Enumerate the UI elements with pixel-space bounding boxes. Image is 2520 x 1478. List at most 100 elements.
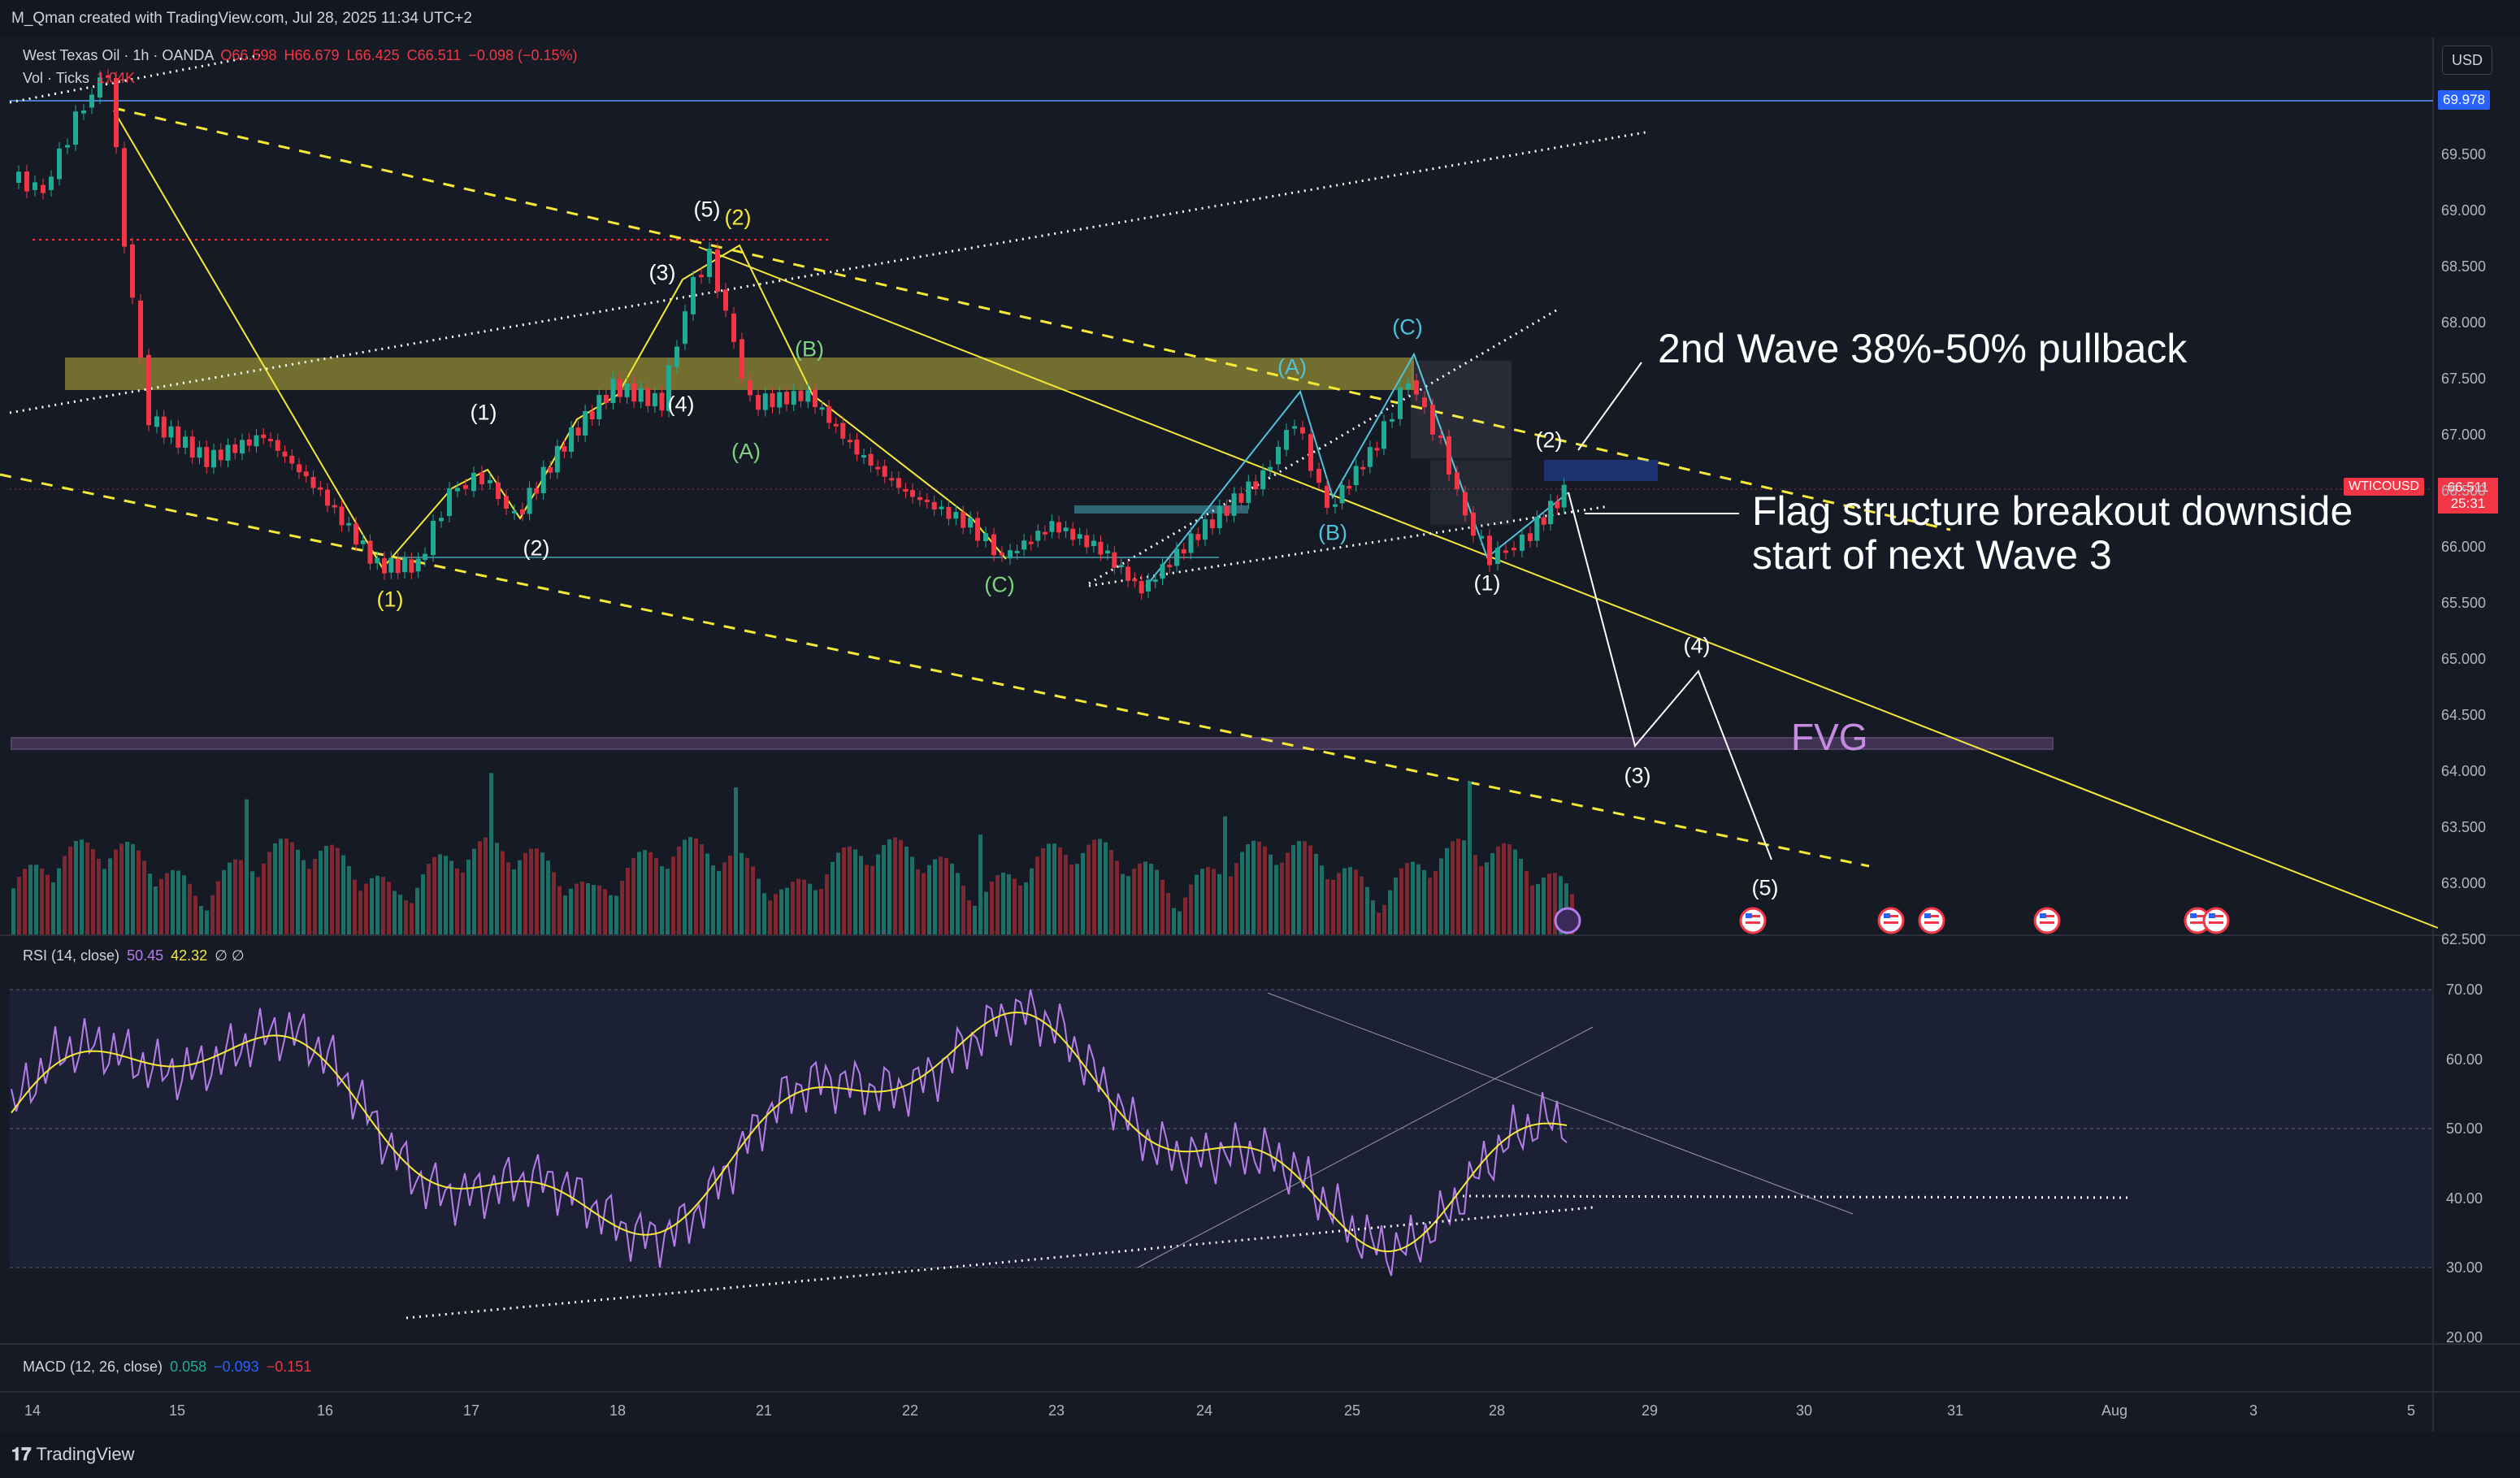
rsi-axis-label: 30.00 xyxy=(2446,1259,2483,1276)
volume-legend: Vol · Ticks 1.04K xyxy=(23,70,135,87)
annotation-fvg: FVG xyxy=(1791,716,1868,758)
macd-value-2: −0.093 xyxy=(214,1359,259,1375)
time-axis-label: 31 xyxy=(1947,1402,1964,1419)
us-flag-icon[interactable] xyxy=(1739,907,1767,934)
high-value: H66.679 xyxy=(284,47,340,63)
time-axis-label: 25 xyxy=(1344,1402,1361,1419)
time-axis-label: 22 xyxy=(902,1402,919,1419)
wave-label: (C) xyxy=(984,572,1015,597)
price-axis-label: 63.500 xyxy=(2441,819,2487,835)
wave-label: (1) xyxy=(1473,570,1501,596)
macd-value-3: −0.151 xyxy=(266,1359,312,1375)
time-axis-label: 15 xyxy=(169,1402,186,1419)
rsi-axis-label: 50.00 xyxy=(2446,1120,2483,1137)
wave-label: (3) xyxy=(1624,763,1651,788)
macd-label: MACD (12, 26, close) xyxy=(23,1359,163,1375)
price-axis-label: 66.500 xyxy=(2441,483,2487,499)
us-flag-icon[interactable] xyxy=(1918,907,1945,934)
volume-label: Vol · Ticks xyxy=(23,70,90,86)
fvg-zone xyxy=(11,737,2054,750)
rsi-indicator xyxy=(11,989,1568,1276)
us-flag-icon[interactable] xyxy=(2033,907,2061,934)
us-flag-icon[interactable] xyxy=(2202,907,2230,934)
rsi-axis-label: 70.00 xyxy=(2446,982,2483,998)
price-axis-label: 68.000 xyxy=(2441,314,2487,331)
time-axis-label: 28 xyxy=(1489,1402,1506,1419)
time-axis-label: 18 xyxy=(609,1402,627,1419)
wave-label: (2) xyxy=(523,535,550,561)
rsi-label: RSI (14, close) xyxy=(23,947,120,964)
rsi-axis-label: 40.00 xyxy=(2446,1190,2483,1207)
price-tag-top: 69.978 xyxy=(2438,90,2490,110)
price-axis-label: 64.000 xyxy=(2441,763,2487,779)
last-price-tag: 66.511 25:31 xyxy=(2438,478,2498,514)
lightning-icon[interactable] xyxy=(1554,907,1581,934)
macd-legend: MACD (12, 26, close) 0.058 −0.093 −0.151 xyxy=(23,1359,311,1376)
price-axis-label: 65.500 xyxy=(2441,595,2487,611)
symbol-title: West Texas Oil · 1h · OANDA xyxy=(23,47,214,63)
wave-label: (A) xyxy=(1277,354,1307,379)
price-axis-label: 67.000 xyxy=(2441,427,2487,443)
price-axis-label: 64.500 xyxy=(2441,707,2487,723)
tv-icon: 𝟏𝟕 xyxy=(11,1444,32,1464)
price-axis-label: 67.500 xyxy=(2441,371,2487,387)
volume-bars xyxy=(11,773,1574,934)
time-axis-label: 3 xyxy=(2249,1402,2258,1419)
open-value: O66.598 xyxy=(220,47,277,63)
currency-button[interactable]: USD xyxy=(2442,46,2492,75)
wave-label: (5) xyxy=(693,197,721,222)
wave-label: (C) xyxy=(1392,314,1423,340)
annotation-flag-line1: Flag structure breakout downside xyxy=(1752,488,2353,534)
top-bar: M_Qman created with TradingView.com, Jul… xyxy=(0,0,2520,37)
price-axis-label: 65.000 xyxy=(2441,651,2487,667)
bottom-bar: 𝟏𝟕 TradingView xyxy=(0,1432,2520,1478)
time-axis-label: 24 xyxy=(1196,1402,1213,1419)
time-axis-label: 23 xyxy=(1048,1402,1065,1419)
credit-text: M_Qman created with TradingView.com, Jul… xyxy=(11,10,472,27)
wave-projection xyxy=(1568,492,1772,860)
price-axis-label: 62.500 xyxy=(2441,931,2487,947)
volume-value: 1.04K xyxy=(97,70,136,86)
symbol-tag: WTICOUSD xyxy=(2344,478,2425,496)
time-axis-label: 21 xyxy=(756,1402,773,1419)
change-value: −0.098 (−0.15%) xyxy=(468,47,578,63)
price-axis-label: 69.500 xyxy=(2441,146,2487,163)
logo-text: TradingView xyxy=(36,1444,135,1464)
time-axis-label: 16 xyxy=(317,1402,334,1419)
annotation-flag-line2: start of next Wave 3 xyxy=(1752,532,2112,578)
wave-label: (B) xyxy=(1318,520,1347,545)
chart-canvas[interactable] xyxy=(0,37,2520,1432)
time-axis-label: 29 xyxy=(1642,1402,1659,1419)
time-axis-label: 5 xyxy=(2407,1402,2416,1419)
symbol-legend: West Texas Oil · 1h · OANDA O66.598 H66.… xyxy=(23,47,578,64)
rsi-axis-label: 20.00 xyxy=(2446,1328,2483,1346)
time-axis-label: Aug xyxy=(2101,1402,2128,1419)
tradingview-logo[interactable]: 𝟏𝟕 TradingView xyxy=(11,1444,135,1465)
time-axis-label: 14 xyxy=(24,1402,41,1419)
macd-value-1: 0.058 xyxy=(170,1359,207,1375)
wave-label: (2) xyxy=(724,205,752,230)
us-flag-icon[interactable] xyxy=(1877,907,1905,934)
rsi-legend: RSI (14, close) 50.45 42.32 ∅ ∅ xyxy=(23,947,245,964)
countdown: 25:31 xyxy=(2450,496,2486,511)
time-axis-label: 17 xyxy=(463,1402,480,1419)
wave-label: (1) xyxy=(470,400,497,425)
wave-label: (4) xyxy=(1683,633,1711,658)
wave-label: (1) xyxy=(376,587,404,612)
price-axis-label: 68.500 xyxy=(2441,258,2487,275)
rsi-value-2: 42.32 xyxy=(171,947,208,964)
wave-label: (2) xyxy=(1535,427,1563,453)
close-value: C66.511 xyxy=(406,47,462,63)
rsi-axis-label: 60.00 xyxy=(2446,1051,2483,1068)
rsi-extra: ∅ ∅ xyxy=(215,947,245,964)
low-value: L66.425 xyxy=(346,47,400,63)
wave-label: (A) xyxy=(731,439,761,464)
rsi-value-1: 50.45 xyxy=(127,947,164,964)
annotation-wave2: 2nd Wave 38%-50% pullback xyxy=(1658,326,2188,371)
wave-label: (4) xyxy=(667,392,695,417)
time-axis-label: 30 xyxy=(1796,1402,1813,1419)
wave-label: (5) xyxy=(1751,875,1779,900)
last-price: 66.511 xyxy=(2447,479,2489,495)
price-axis-label: 69.000 xyxy=(2441,202,2487,219)
wave-label: (3) xyxy=(648,260,676,285)
